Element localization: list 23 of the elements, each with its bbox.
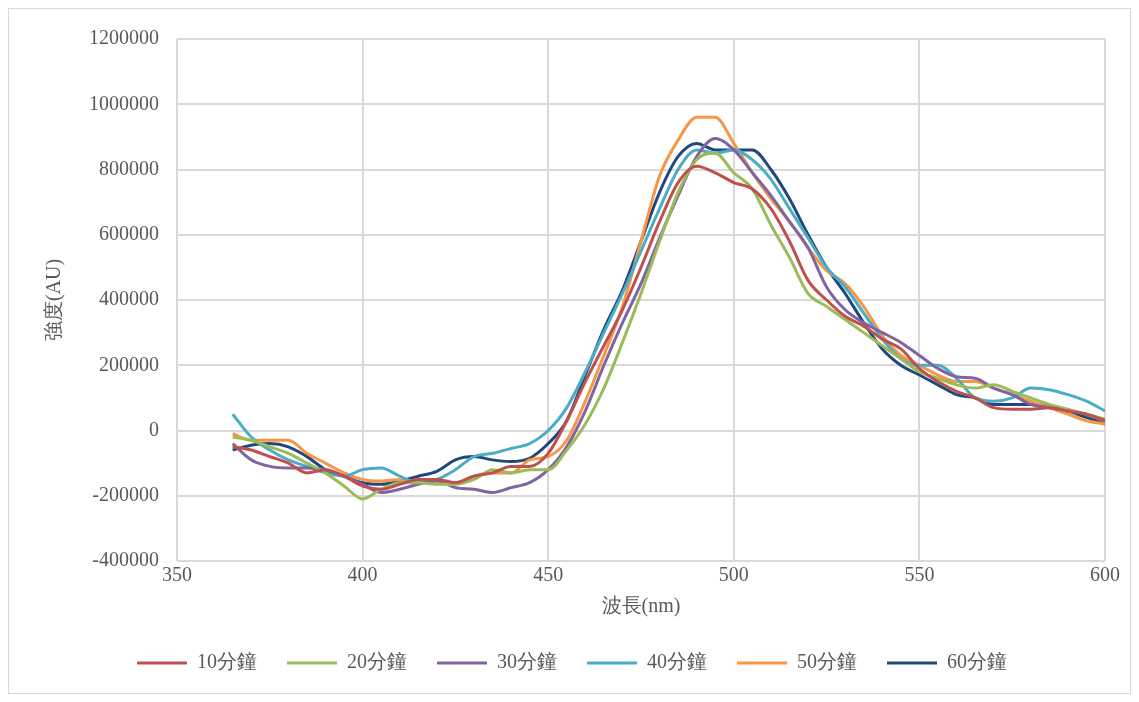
legend-label: 40分鐘	[647, 650, 707, 673]
y-tick-label: -200000	[92, 483, 159, 505]
x-axis-title: 波長(nm)	[601, 594, 681, 618]
legend-label: 10分鐘	[197, 650, 257, 673]
y-tick-label: 600000	[99, 222, 159, 244]
x-tick-label: 500	[718, 563, 749, 586]
y-tick-label: 1200000	[89, 26, 159, 49]
y-tick-label: 200000	[99, 352, 159, 375]
x-tick-label: 400	[347, 563, 378, 586]
x-tick-label: 350	[162, 563, 192, 586]
legend-label: 60分鐘	[947, 650, 1007, 673]
x-tick-label: 550	[904, 563, 935, 586]
y-tick-label: 0	[149, 417, 159, 440]
legend-label: 30分鐘	[497, 650, 557, 673]
x-tick-label: 600	[1090, 563, 1120, 586]
y-tick-label: 1000000	[89, 91, 159, 114]
y-tick-label: 400000	[99, 287, 159, 310]
y-tick-label: 800000	[99, 156, 159, 179]
x-tick-label: 450	[533, 563, 564, 586]
y-tick-label: -400000	[92, 548, 159, 571]
legend-label: 20分鐘	[347, 650, 407, 673]
y-axis-title: 強度(AU)	[42, 258, 66, 342]
legend-label: 50分鐘	[797, 650, 857, 673]
